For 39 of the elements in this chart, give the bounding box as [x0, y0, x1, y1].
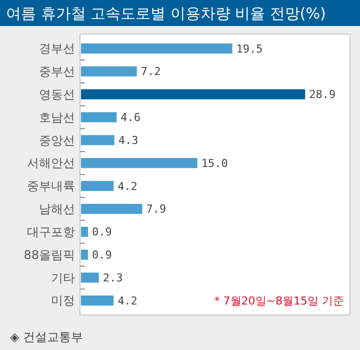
bar [81, 272, 99, 283]
annotation: * 7월20일~8월15일 기준 [214, 294, 344, 308]
data-label: 28.9 [309, 88, 336, 102]
y-tick-label: 미정 [51, 294, 75, 308]
data-label: 19.5 [236, 42, 263, 56]
bar [81, 226, 88, 237]
data-label: 7.9 [146, 202, 166, 216]
chart-title: 여름 휴가철 고속도로별 이용차량 비율 전망(%) [6, 4, 326, 22]
y-tick-label: 중부내륙 [27, 179, 75, 194]
data-label: 0.9 [92, 248, 112, 262]
bar [81, 158, 198, 168]
data-label: 4.3 [118, 134, 138, 147]
text: ◈ 건설교통부 [10, 330, 84, 344]
data-label: 0.9 [92, 226, 112, 239]
y-tick-label: 88올림픽 [24, 248, 75, 262]
bar [81, 204, 142, 214]
bar [81, 43, 232, 54]
y-tick-label: 남해선 [39, 202, 75, 216]
y-tick-label: 대구포항 [27, 224, 75, 239]
y-tick-label: 기타 [51, 270, 75, 285]
data-label: 15.0 [201, 156, 228, 170]
y-tick-label: 서해안선 [27, 156, 75, 170]
bar [81, 66, 137, 76]
bar [81, 135, 114, 146]
y-tick-label: 호남선 [39, 110, 75, 124]
y-tick-label: 영동선 [39, 87, 75, 102]
data-label: 7.2 [140, 65, 161, 78]
y-tick-label: 중부선 [39, 64, 75, 79]
data-label: 4.2 [118, 294, 138, 308]
data-label: 4.2 [118, 180, 138, 193]
bar [81, 180, 114, 191]
data-label: 2.3 [102, 271, 123, 284]
bar [81, 89, 306, 100]
bar [81, 112, 117, 122]
data-label: 4.6 [120, 111, 141, 124]
bar [81, 296, 114, 306]
y-tick-label: 중앙선 [39, 133, 75, 148]
bar [81, 250, 88, 260]
y-tick-label: 경부선 [39, 42, 75, 56]
